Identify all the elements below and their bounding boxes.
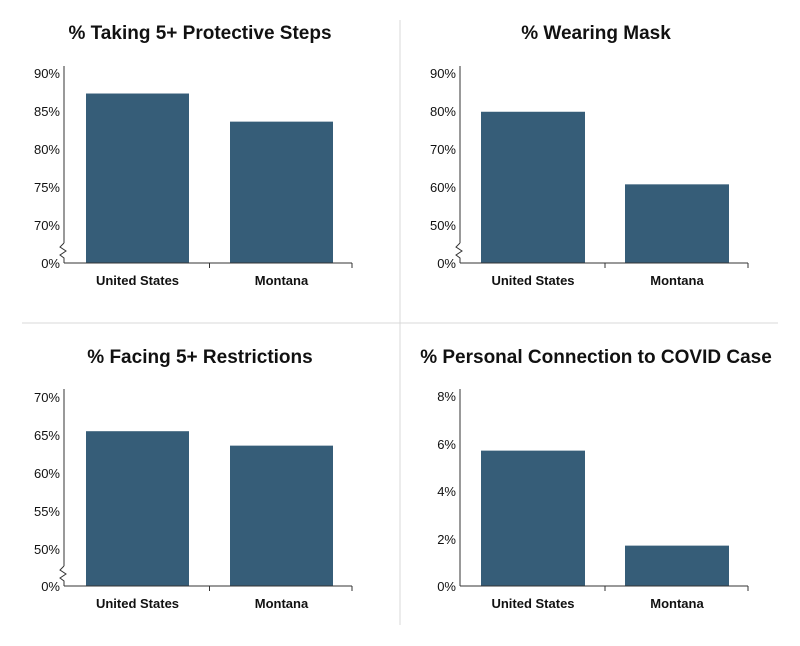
chart-panels: % Taking 5+ Protective Steps 0% 70% 75% 80% 8… — [34, 23, 772, 611]
y-tick-label: 50% — [430, 218, 456, 233]
bar-montana — [625, 545, 729, 586]
axis-break-mark — [455, 242, 463, 263]
x-category-label: Montana — [255, 273, 309, 288]
bar-united-states — [86, 431, 189, 586]
y-tick-label: 0% — [41, 256, 60, 271]
x-category-label: Montana — [255, 596, 309, 611]
y-tick-label: 8% — [437, 389, 456, 404]
y-tick-label: 65% — [34, 428, 60, 443]
y-tick-label: 90% — [34, 66, 60, 81]
chart-title: % Personal Connection to COVID Case — [420, 347, 772, 368]
chart-panel-3: % Facing 5+ Restrictions 0% 50% 55% 60% 65% 70… — [34, 347, 353, 611]
bar-united-states — [481, 450, 585, 586]
y-tick-label: 70% — [34, 390, 60, 405]
y-tick-label: 60% — [430, 180, 456, 195]
bar-montana — [230, 121, 333, 263]
y-tick-label: 70% — [34, 218, 60, 233]
chart-title: % Taking 5+ Protective Steps — [68, 23, 331, 44]
y-tick-label: 60% — [34, 466, 60, 481]
x-category-label: United States — [491, 596, 574, 611]
y-tick-label: 75% — [34, 180, 60, 195]
x-category-label: United States — [491, 273, 574, 288]
bar-united-states — [86, 93, 189, 264]
y-tick-label: 0% — [437, 579, 456, 594]
x-category-label: United States — [96, 596, 179, 611]
y-tick-label: 80% — [430, 104, 456, 119]
bar-united-states — [481, 111, 585, 263]
axis-break-mark — [59, 242, 67, 263]
y-tick-label: 0% — [437, 256, 456, 271]
y-tick-label: 0% — [41, 579, 60, 594]
x-category-label: Montana — [650, 596, 704, 611]
y-tick-label: 70% — [430, 142, 456, 157]
x-category-label: United States — [96, 273, 179, 288]
y-tick-label: 2% — [437, 532, 456, 547]
chart-title: % Wearing Mask — [521, 23, 671, 44]
y-tick-label: 6% — [437, 437, 456, 452]
chart-panel-4: % Personal Connection to COVID Case 0% 2% 4… — [420, 347, 772, 611]
y-tick-label: 90% — [430, 66, 456, 81]
axis-break-mark — [59, 565, 67, 586]
y-tick-label: 80% — [34, 142, 60, 157]
chart-title: % Facing 5+ Restrictions — [87, 347, 312, 368]
chart-panel-1: % Taking 5+ Protective Steps 0% 70% 75% 80% 8… — [34, 23, 353, 288]
x-category-label: Montana — [650, 273, 704, 288]
y-tick-label: 4% — [437, 484, 456, 499]
bar-montana — [230, 445, 333, 586]
y-tick-label: 55% — [34, 504, 60, 519]
y-tick-label: 50% — [34, 542, 60, 557]
y-tick-label: 85% — [34, 104, 60, 119]
chart-panel-2: % Wearing Mask 0% 50% 60% 70% 80% 90% United St… — [430, 23, 749, 288]
bar-montana — [625, 184, 729, 263]
